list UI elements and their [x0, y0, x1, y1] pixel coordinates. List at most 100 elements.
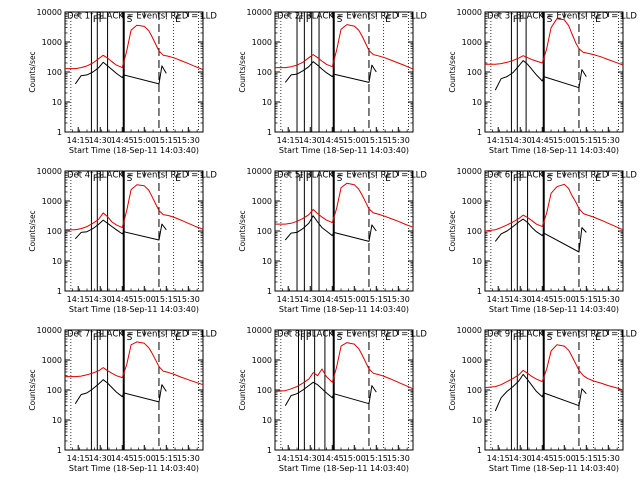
x-axis-label: Start Time (18-Sep-11 14:03:40) [279, 146, 409, 155]
marker-annotation: F [519, 333, 524, 343]
y-tick-label: 10000 [247, 326, 272, 335]
x-tick-label: 15:15 [575, 454, 598, 463]
x-tick-label: 15:15 [365, 136, 388, 145]
panel-6: Det 6f BLACK = Events, RED = LLD Counts/s… [448, 167, 637, 314]
x-tick-label: 15:15 [575, 295, 598, 304]
plot-area [485, 12, 623, 132]
marker-annotation: F [306, 333, 311, 343]
y-axis-label: Counts/sec [238, 369, 247, 410]
y-tick-label: 10 [262, 416, 272, 425]
x-tick-label: 15:15 [575, 136, 598, 145]
series-events-line [494, 60, 587, 91]
x-tick-label: 14:30 [89, 136, 112, 145]
marker-annotation: E [385, 174, 391, 184]
y-tick-label: 10000 [457, 326, 482, 335]
marker-annotation: F [99, 15, 104, 25]
marker-annotation: F [513, 15, 518, 25]
x-axis-label: Start Time (18-Sep-11 14:03:40) [489, 464, 619, 473]
x-tick-label: 14:45 [321, 136, 344, 145]
series-events-line [74, 219, 167, 241]
y-tick-label: 1000 [462, 356, 482, 365]
plot-area [65, 171, 203, 291]
y-axis-label: Counts/sec [28, 210, 37, 251]
chart-title: Det 6f BLACK = Events, RED = LLD [487, 171, 637, 181]
panel-8: Det 8f BLACK = Events, RED = LLD Counts/s… [238, 326, 427, 473]
y-axis-label: Counts/sec [448, 369, 457, 410]
marker-annotation: E [595, 174, 601, 184]
y-tick-label: 10 [262, 98, 272, 107]
series-events-line [494, 373, 587, 412]
x-tick-label: 15:30 [597, 454, 620, 463]
x-axis-label: Start Time (18-Sep-11 14:03:40) [489, 146, 619, 155]
y-tick-label: 1000 [252, 197, 272, 206]
x-axis-label: Start Time (18-Sep-11 14:03:40) [69, 146, 199, 155]
chart-title: Det 8f BLACK = Events, RED = LLD [277, 330, 427, 340]
y-tick-label: 100 [467, 386, 482, 395]
x-tick-label: 14:30 [509, 454, 532, 463]
x-tick-label: 14:30 [299, 454, 322, 463]
plot-frame [64, 170, 204, 292]
y-tick-label: 1000 [42, 38, 62, 47]
plot-area [275, 12, 413, 132]
panel-4: Det 4f BLACK = Events, RED = LLD Counts/s… [28, 167, 217, 314]
x-tick-label: 14:15 [67, 136, 90, 145]
x-tick-label: 14:30 [299, 136, 322, 145]
marker-annotation: F [298, 15, 303, 25]
plot-frame [64, 11, 204, 133]
x-tick-label: 14:15 [67, 454, 90, 463]
plot-frame [64, 329, 204, 451]
plot-area [275, 171, 413, 291]
plot-area [485, 171, 623, 291]
marker-annotation: S [127, 333, 133, 343]
y-tick-label: 1 [477, 446, 482, 455]
x-axis-label: Start Time (18-Sep-11 14:03:40) [279, 305, 409, 314]
marker-annotation: F [99, 174, 104, 184]
chart-title: Det 9f BLACK = Events, RED = LLD [487, 330, 637, 340]
chart-title: Det 7f BLACK = Events, RED = LLD [67, 330, 217, 340]
y-tick-label: 1 [57, 128, 62, 137]
y-tick-label: 100 [257, 68, 272, 77]
y-tick-label: 10 [52, 257, 62, 266]
y-axis-label: Counts/sec [238, 51, 247, 92]
y-tick-label: 1000 [42, 356, 62, 365]
x-axis-label: Start Time (18-Sep-11 14:03:40) [279, 464, 409, 473]
y-tick-label: 1 [477, 287, 482, 296]
x-axis-label: Start Time (18-Sep-11 14:03:40) [69, 305, 199, 314]
x-tick-label: 15:15 [155, 295, 178, 304]
y-tick-label: 10 [472, 257, 482, 266]
panel-3: Det 3f BLACK = Events, RED = LLD Counts/s… [448, 8, 637, 155]
y-tick-label: 1000 [252, 356, 272, 365]
marker-annotation: F [300, 333, 305, 343]
y-axis-label: Counts/sec [238, 210, 247, 251]
y-tick-label: 10 [52, 98, 62, 107]
series-events-line [284, 61, 377, 83]
x-tick-label: 15:00 [343, 454, 366, 463]
series-events-line [74, 379, 167, 404]
marker-annotation: E [385, 333, 391, 343]
y-tick-label: 10 [472, 98, 482, 107]
chart-title: Det 3f BLACK = Events, RED = LLD [487, 12, 637, 22]
x-tick-label: 14:15 [487, 295, 510, 304]
series-lld-line [485, 18, 623, 66]
series-lld-line [485, 344, 623, 391]
series-events-line [284, 215, 377, 242]
y-tick-label: 1000 [462, 197, 482, 206]
x-tick-label: 15:00 [343, 295, 366, 304]
plot-frame [484, 11, 624, 133]
marker-annotation: S [337, 174, 343, 184]
y-tick-label: 10000 [37, 326, 62, 335]
x-tick-label: 15:00 [553, 295, 576, 304]
marker-annotation: F [519, 15, 524, 25]
y-tick-label: 100 [47, 227, 62, 236]
marker-annotation: S [547, 333, 553, 343]
panel-9: Det 9f BLACK = Events, RED = LLD Counts/s… [448, 326, 637, 473]
series-events-line [74, 61, 167, 85]
panel-2: Det 2f BLACK = Events, RED = LLD Counts/s… [238, 8, 427, 155]
marker-annotation: F [93, 333, 98, 343]
x-tick-label: 15:00 [133, 136, 156, 145]
x-tick-label: 14:30 [299, 295, 322, 304]
x-tick-label: 15:30 [177, 136, 200, 145]
y-axis-label: Counts/sec [28, 51, 37, 92]
x-tick-label: 14:15 [277, 136, 300, 145]
